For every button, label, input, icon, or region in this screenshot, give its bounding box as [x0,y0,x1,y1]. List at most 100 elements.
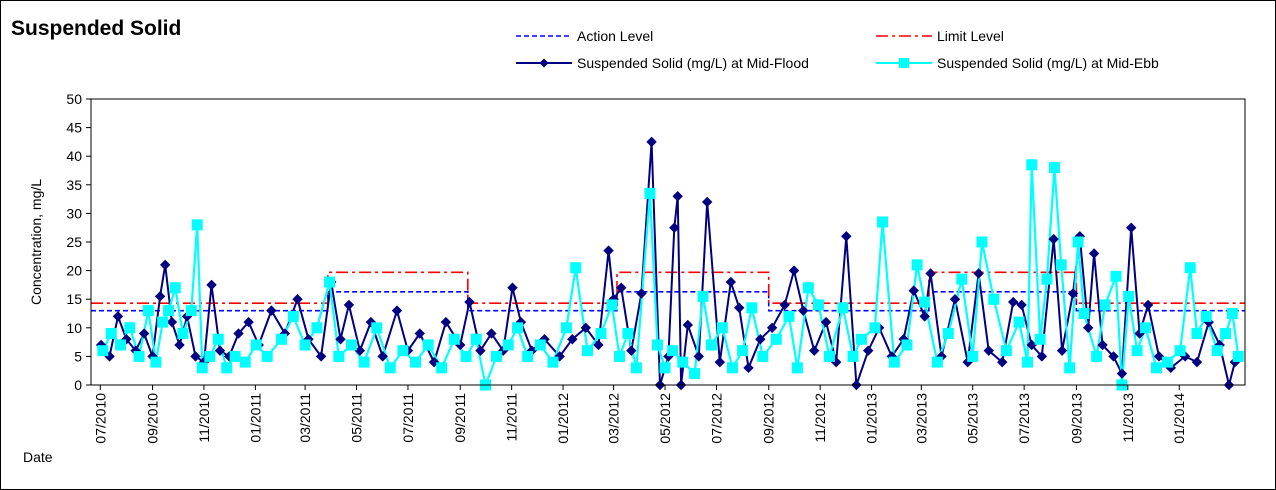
mid-ebb-point [689,368,701,380]
mid-ebb-point [276,333,288,345]
x-tick-label: 05/2013 [965,393,981,444]
mid-ebb-point [1220,328,1232,340]
mid-ebb-point [1191,328,1203,340]
mid-ebb-point [204,350,216,362]
action-level-line [91,290,1245,312]
mid-ebb-point [422,339,434,351]
mid-flood-point [440,316,452,328]
x-tick-label: 01/2014 [1171,393,1187,444]
mid-ebb-point [1184,262,1196,274]
mid-flood-point [292,293,303,305]
mid-ebb-point [1174,345,1186,357]
mid-ebb-point [716,322,728,334]
mid-ebb-point [410,356,422,368]
mid-flood-point [214,345,226,356]
mid-ebb-point [560,322,572,334]
mid-ebb-point [142,305,154,317]
mid-ebb-point [1131,345,1143,357]
mid-flood-point [1048,233,1059,245]
mid-ebb-point [1150,362,1162,374]
x-tick-label: 03/2012 [606,393,622,444]
mid-ebb-point [931,356,943,368]
x-tick-label: 11/2010 [196,393,212,443]
mid-flood-point [174,339,185,351]
mid-ebb-point [746,302,758,314]
mid-ebb-point [196,362,208,374]
mid-ebb-point [1000,345,1012,357]
mid-ebb-point [1140,322,1152,334]
mid-ebb-point [1013,316,1025,328]
level-lines-group [91,271,1245,312]
mid-ebb-point [1078,308,1090,319]
mid-ebb-point [157,316,169,328]
y-tick-label: 35 [66,177,82,193]
limit-level-line [91,271,1245,305]
mid-flood-point [243,316,254,328]
x-tick-label: 09/2011 [452,393,468,443]
mid-ebb-point [888,356,900,368]
x-tick-label: 11/2012 [812,393,828,443]
mid-ebb-point [606,299,618,311]
mid-ebb-point [1232,350,1244,362]
mid-flood-point [669,222,680,233]
mid-flood-point [672,191,683,202]
mid-ebb-point [522,350,534,362]
y-tick-label: 0 [74,377,82,393]
x-tick-label: 11/2013 [1120,393,1136,443]
y-axis-title: Concentration, mg/L [28,179,44,305]
mid-flood-point [1056,345,1068,356]
mid-flood-point [788,265,800,276]
mid-flood-point [206,279,217,291]
mid-ebb-point [311,322,323,334]
mid-ebb-point [644,187,656,199]
mid-flood-point [159,259,171,271]
mid-flood-point [1097,339,1108,351]
mid-ebb-point [299,339,311,351]
mid-ebb-point [163,305,175,317]
mid-ebb-point [97,345,109,357]
mid-ebb-point [324,276,336,288]
mid-flood-point [925,268,936,279]
mid-flood-point [486,328,497,339]
mid-flood-point [1088,248,1100,259]
mid-ebb-point [547,356,559,368]
mid-ebb-point [384,362,396,374]
mid-ebb-point [512,322,524,334]
x-tick-label: 03/2013 [913,393,929,444]
mid-ebb-point [490,350,502,362]
mid-flood-point [593,339,604,351]
mid-ebb-point [847,350,859,362]
markers-group [95,136,1244,391]
y-tick-label: 25 [66,234,82,250]
y-tick-label: 45 [66,120,82,136]
x-tick-label: 05/2011 [349,393,365,443]
mid-ebb-point [534,339,546,351]
x-tick-label: 01/2012 [555,393,571,444]
x-tick-label: 07/2011 [400,393,416,443]
mid-flood-point [1191,356,1203,368]
mid-flood-point [973,268,984,279]
mid-flood-point [1067,288,1079,299]
mid-flood-point [1116,368,1128,379]
chart-title: Suspended Solid [11,17,182,40]
mid-flood-point [603,245,614,256]
x-tick-label: 03/2011 [297,393,313,443]
mid-ebb-point [737,345,749,357]
mid-flood-point [997,356,1008,368]
mid-flood-point [567,334,578,345]
mid-ebb-point [1110,270,1122,282]
mid-ebb-point [911,259,923,271]
mid-ebb-point [877,216,889,228]
mid-flood-point [580,322,592,334]
mid-flood-point [190,351,201,362]
mid-ebb-point [124,322,136,334]
mid-flood-point [734,302,745,313]
mid-ebb-point [1041,273,1053,285]
mid-flood-point [725,276,737,288]
mid-flood-point [626,345,637,356]
mid-ebb-point [470,333,482,345]
mid-ebb-point [105,328,117,340]
mid-flood-point [464,296,475,308]
mid-ebb-point [581,345,593,357]
mid-ebb-point [177,328,189,340]
